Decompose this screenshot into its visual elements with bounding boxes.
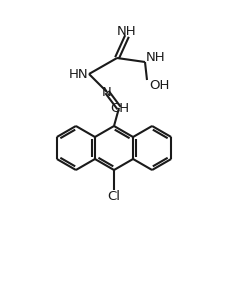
Text: OH: OH — [149, 78, 169, 91]
Text: N: N — [102, 86, 112, 99]
Text: HN: HN — [68, 67, 88, 81]
Text: NH: NH — [146, 51, 166, 64]
Text: CH: CH — [110, 102, 130, 115]
Text: NH: NH — [117, 25, 137, 38]
Text: Cl: Cl — [107, 191, 120, 204]
